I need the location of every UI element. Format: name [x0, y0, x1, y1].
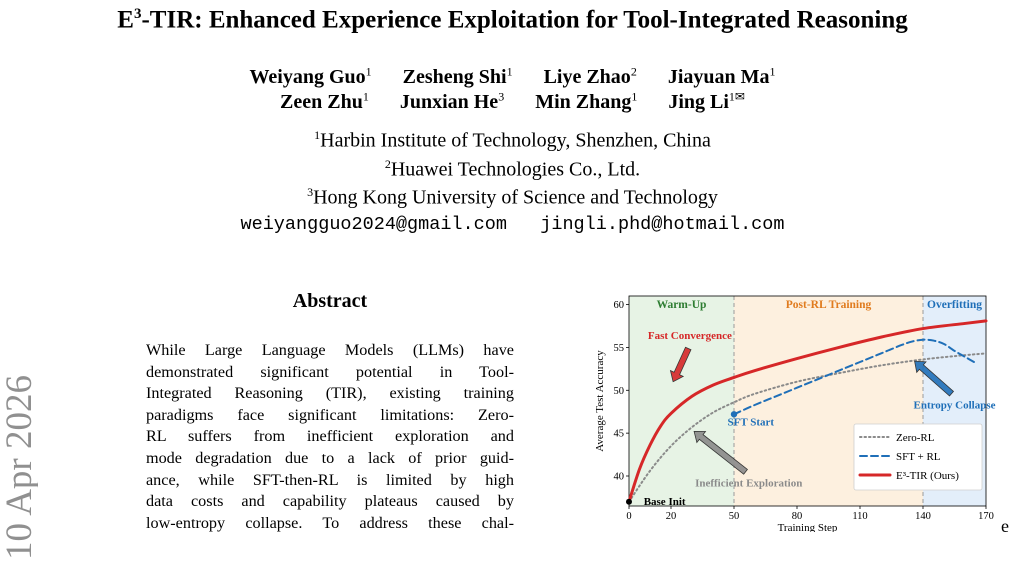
abstract-line: mode degradation due to a lack of prior …: [146, 448, 514, 467]
annotation-label: SFT Start: [728, 416, 775, 428]
side-date: 10 Apr 2026: [0, 375, 38, 560]
affiliation: 2Huawei Technologies Co., Ltd.: [384, 157, 641, 181]
y-tick-label: 45: [614, 429, 625, 440]
x-tick-label: 140: [915, 511, 931, 522]
phase-label: Warm-Up: [657, 299, 707, 311]
annotation-label: Inefficient Exploration: [695, 477, 802, 489]
abstract-line: low-entropy collapse. To address these c…: [146, 513, 514, 532]
legend-label: E³-TIR (Ours): [896, 470, 959, 482]
y-tick-label: 40: [614, 472, 625, 483]
abstract-line: demonstrated significant potential in To…: [146, 362, 514, 381]
y-axis-label: Average Test Accuracy: [594, 350, 606, 452]
affiliation: 1Harbin Institute of Technology, Shenzhe…: [314, 128, 711, 152]
y-tick-label: 50: [614, 386, 625, 397]
author-row-2: Zeen Zhu1 Junxian He3 Min Zhang1 Jing Li…: [0, 89, 1025, 114]
annotation-label: Fast Convergence: [648, 330, 732, 342]
annotation-arrow: [669, 346, 692, 383]
annotation-label: Base Init: [644, 496, 686, 508]
y-tick-label: 60: [614, 300, 625, 311]
author: Junxian He3: [399, 89, 505, 113]
abstract-line: RL suffers from inefficient exploration …: [146, 427, 514, 446]
y-tick-label: 55: [614, 343, 625, 354]
phase-region: [629, 296, 734, 506]
x-tick-label: 0: [626, 511, 631, 522]
author: Zesheng Shi1: [402, 64, 513, 88]
author-emails: weiyangguo2024@gmail.com jingli.phd@hotm…: [240, 214, 785, 235]
paper-title: E3-TIR: Enhanced Experience Exploitation…: [117, 6, 908, 34]
base-init-point: [626, 498, 632, 505]
x-tick-label: 50: [729, 511, 740, 522]
x-tick-label: 110: [852, 511, 867, 522]
arxiv-side-stamp: 10 Apr 2026: [0, 338, 40, 568]
abstract-line: paradigms face significant limitations: …: [146, 405, 514, 424]
legend-label: Zero-RL: [896, 432, 935, 444]
affiliation: 3Hong Kong University of Science and Tec…: [307, 185, 718, 209]
abstract-heading: Abstract: [292, 290, 368, 312]
author: Jing Li1✉: [668, 89, 745, 113]
annotation-arrow: [693, 431, 748, 475]
abstract-line: data costs and capability plateaus cause…: [146, 492, 514, 511]
sft-start-point: [730, 411, 738, 418]
series-line: [628, 352, 987, 503]
training-curve-figure: Warm-Up Post-RL Training Overfitting 0 20 50 8…: [586, 290, 996, 534]
author: Weiyang Guo1: [249, 64, 372, 88]
legend-label: SFT + RL: [896, 451, 941, 463]
annotation-arrow: [914, 360, 955, 397]
annotation-label: Entropy Collapse: [913, 399, 995, 411]
abstract-line: Integrated Reasoning (TIR), existing tra…: [146, 384, 514, 403]
abstract-line: ance, while SFT-then-RL is limited by hi…: [146, 470, 514, 489]
abstract-line: While Large Language Models (LLMs) have: [146, 341, 514, 359]
training-curve-chart: Warm-Up Post-RL Training Overfitting 0 20 50 8…: [594, 295, 996, 534]
author: Jiayuan Ma1: [667, 64, 776, 88]
author-row-1: Weiyang Guo1 Zesheng Shi1 Liye Zhao2 Jia…: [0, 64, 1025, 89]
series-line: [627, 319, 988, 504]
x-tick-label: 170: [978, 511, 994, 522]
x-axis-label: Training Step: [778, 522, 838, 532]
series-line: [733, 338, 977, 416]
phase-label: Post-RL Training: [786, 299, 872, 311]
x-tick-label: 80: [792, 511, 803, 522]
author: Liye Zhao2: [543, 64, 637, 88]
author: Zeen Zhu1: [280, 89, 369, 113]
trailing-text: e: [1001, 516, 1009, 536]
abstract-body: While Large Language Models (LLMs) have …: [146, 340, 514, 534]
author: Min Zhang1: [535, 89, 638, 113]
plot-frame: [628, 295, 987, 507]
x-tick-label: 20: [666, 511, 677, 522]
phase-label: Overfitting: [927, 299, 982, 311]
